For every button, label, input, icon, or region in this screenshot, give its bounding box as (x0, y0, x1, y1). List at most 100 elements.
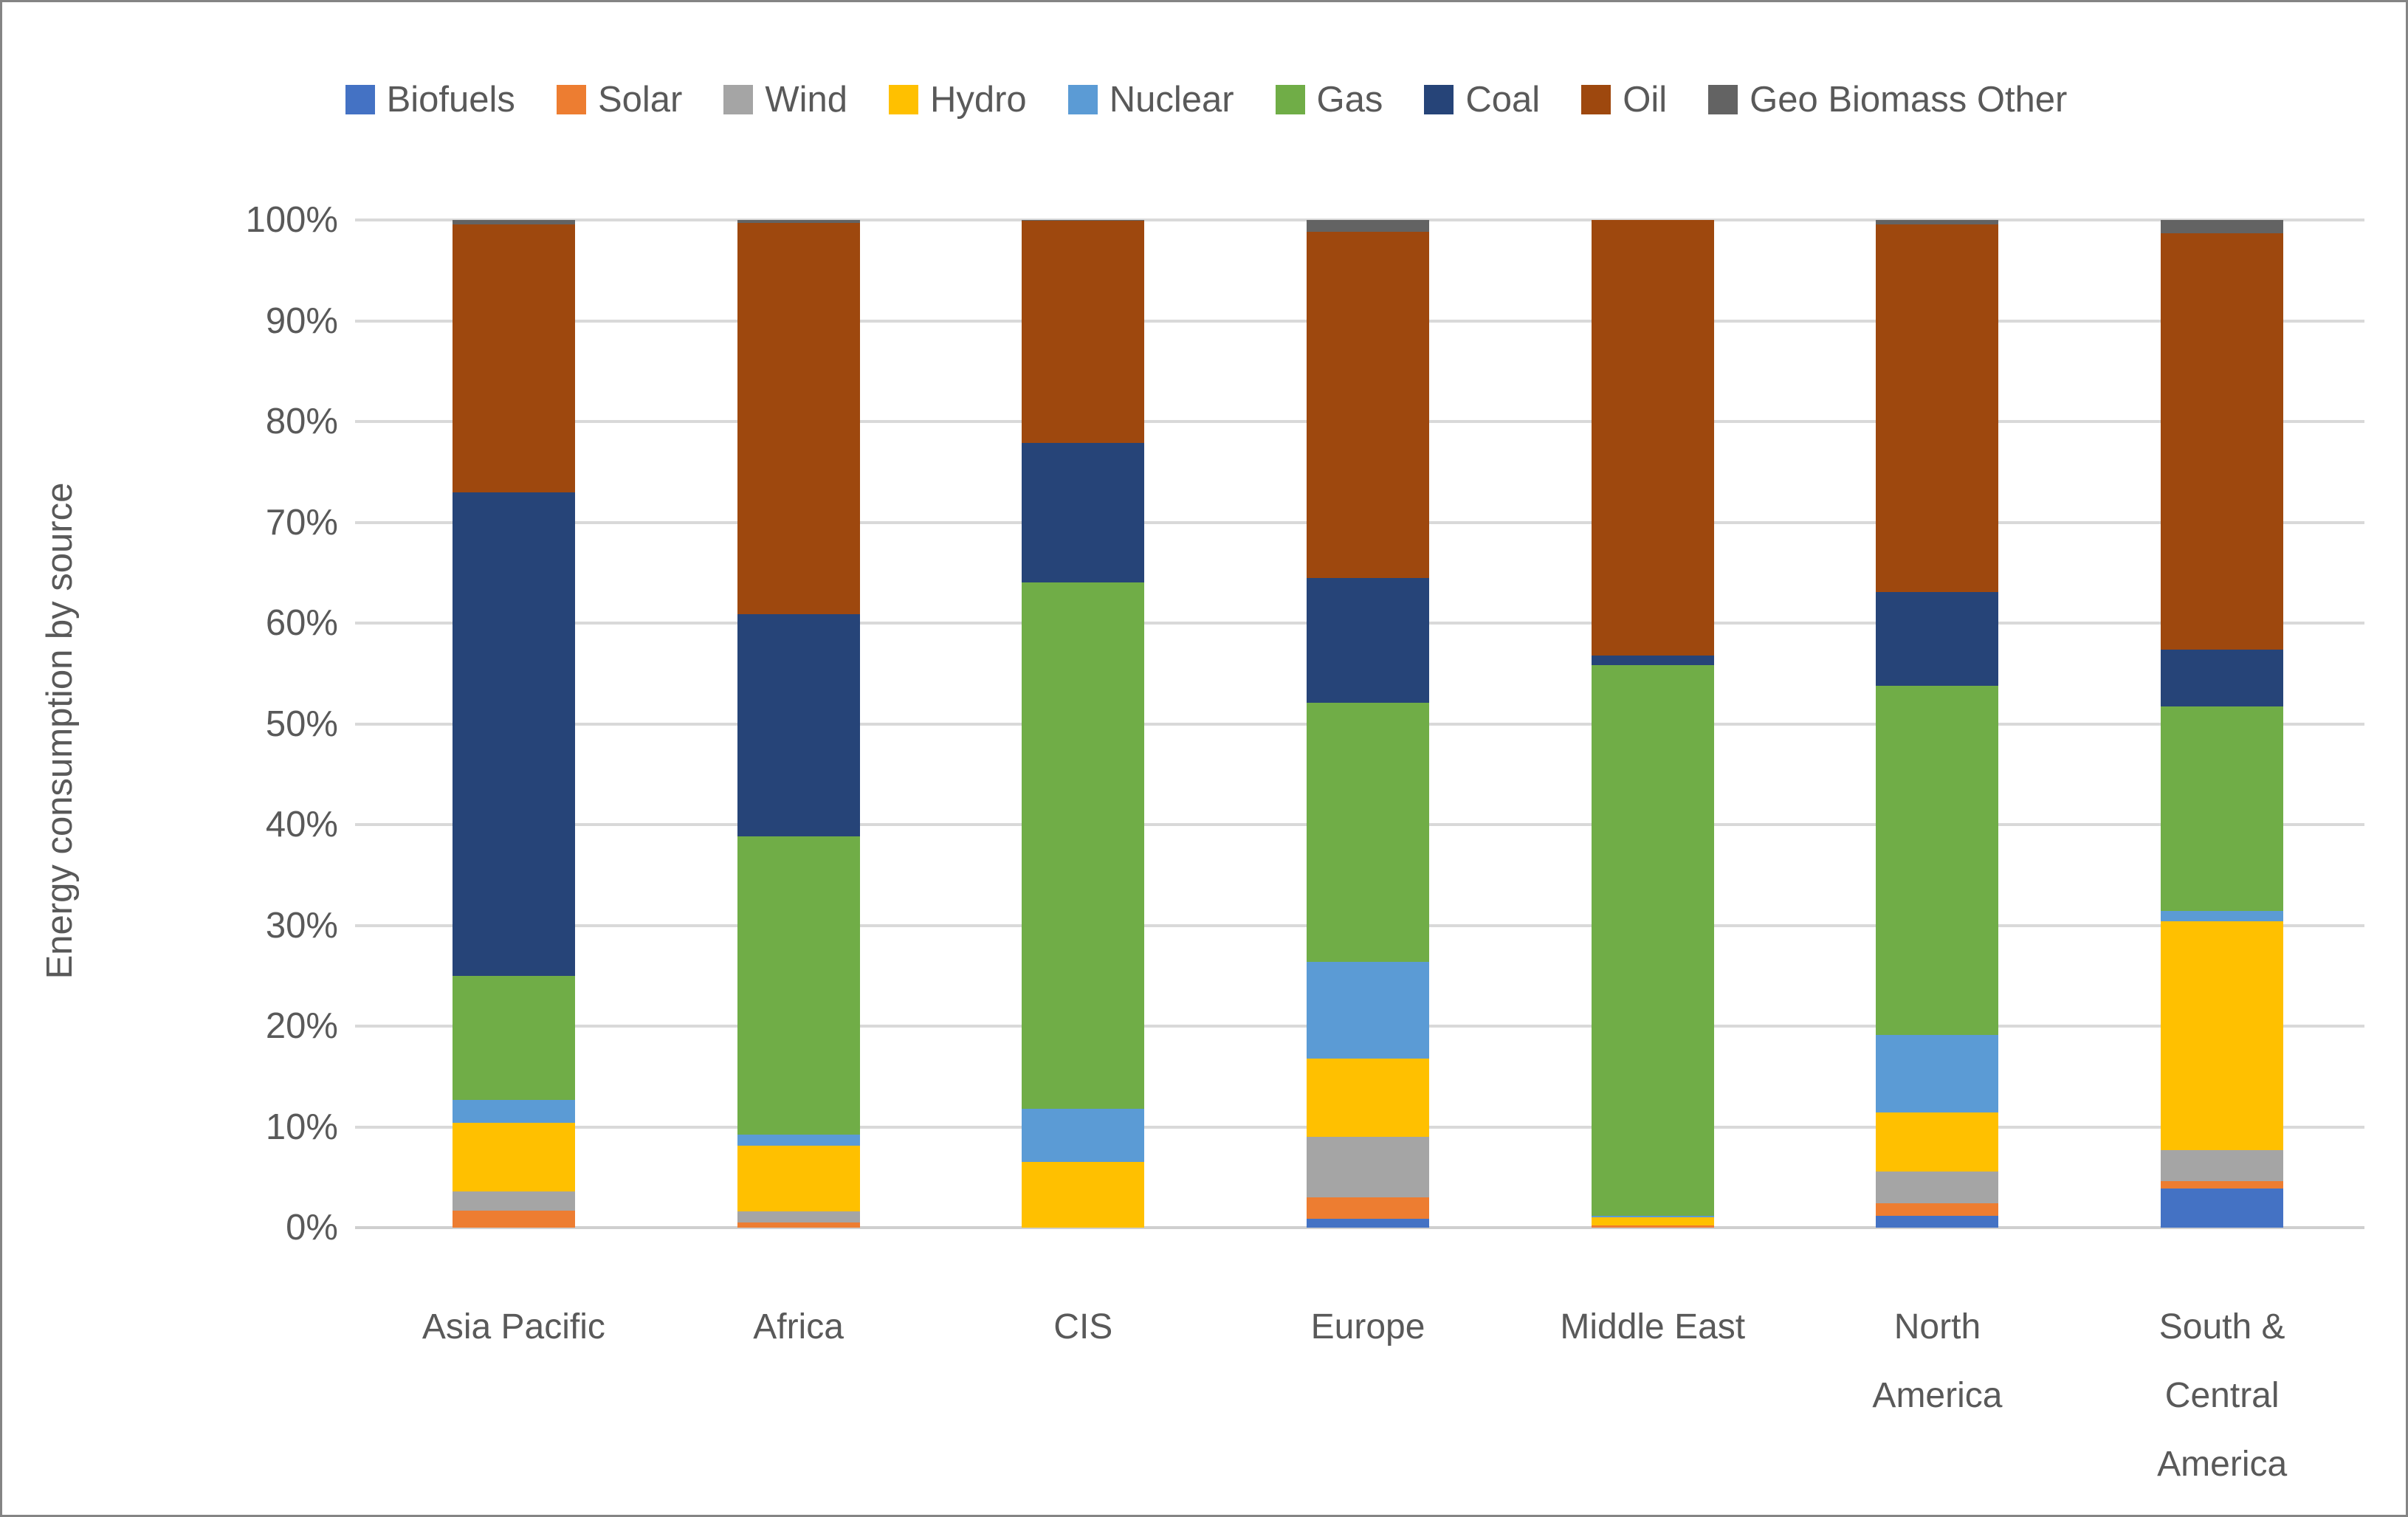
bar-stack (1591, 220, 1714, 1228)
x-category-label-line: America (1872, 1376, 2003, 1415)
x-category-label-line: North (1893, 1307, 1981, 1346)
x-category-label-middle-east: Middle East (1510, 1293, 1795, 1499)
bar-segment-geo-biomass-other (737, 220, 860, 224)
y-tick-label-50: 50% (265, 704, 338, 744)
bar-segment-wind (737, 1211, 860, 1223)
legend-item-gas: Gas (1275, 79, 1383, 120)
bar-segment-nuclear (1876, 1035, 1999, 1113)
legend-swatch-icon (556, 85, 586, 114)
bars-container (371, 220, 2364, 1228)
bar-stack (1876, 220, 1999, 1228)
bar-segment-oil (1591, 220, 1714, 656)
bar-segment-geo-biomass-other (2161, 220, 2284, 233)
bar-segment-coal (1022, 442, 1145, 583)
legend-label: Wind (765, 80, 847, 120)
bar-stack (737, 220, 860, 1228)
bar-segment-hydro (1876, 1112, 1999, 1172)
x-category-label-line: Middle East (1560, 1307, 1746, 1346)
x-axis-category-labels: Asia Pacific Africa CIS Europe Middle East No… (371, 1293, 2364, 1499)
legend-item-wind: Wind (723, 79, 847, 120)
legend-label: Coal (1465, 80, 1541, 120)
plot-area (355, 219, 2364, 1229)
bar-segment-biofuels (1307, 1218, 1430, 1228)
gridline-0 (355, 1226, 2364, 1229)
legend-swatch-icon (888, 85, 918, 114)
x-category-label-line: Africa (753, 1307, 844, 1346)
bar-segment-hydro (1591, 1217, 1714, 1226)
bar-segment-coal (737, 613, 860, 837)
bar-segment-oil (1022, 221, 1145, 443)
y-tick-label-20: 20% (265, 1006, 338, 1046)
bar-segment-coal (1591, 655, 1714, 666)
legend-swatch-icon (1275, 85, 1305, 114)
x-category-label-line: Europe (1310, 1307, 1425, 1346)
bar-segment-hydro (1307, 1058, 1430, 1138)
bar-segment-oil (2161, 233, 2284, 650)
bar-segment-coal (1876, 591, 1999, 686)
bar-column-europe (1225, 220, 1510, 1228)
legend-item-solar: Solar (556, 79, 682, 120)
bar-segment-nuclear (1307, 961, 1430, 1059)
y-tick-label-60: 60% (265, 603, 338, 643)
bar-column-africa (656, 220, 941, 1228)
bar-segment-nuclear (737, 1135, 860, 1146)
gridline-100 (355, 219, 2364, 221)
legend-label: Nuclear (1109, 80, 1234, 120)
bar-segment-gas (1307, 702, 1430, 962)
bar-segment-gas (737, 836, 860, 1135)
legend-item-coal: Coal (1424, 79, 1540, 120)
bar-segment-solar (452, 1210, 575, 1228)
legend-swatch-icon (723, 85, 754, 114)
y-tick-label-100: 100% (245, 200, 338, 240)
x-category-label-cis: CIS (940, 1293, 1225, 1499)
legend-item-geo-biomass-other: Geo Biomass Other (1708, 79, 2067, 120)
bar-segment-geo-biomass-other (1022, 220, 1145, 221)
x-category-label-south-central-america: South & Central America (2080, 1293, 2364, 1499)
bar-segment-gas (1876, 685, 1999, 1036)
bar-segment-solar (1591, 1225, 1714, 1228)
bar-segment-nuclear (1591, 1215, 1714, 1218)
legend-item-biofuels: Biofuels (345, 79, 515, 120)
bar-segment-solar (737, 1222, 860, 1228)
bar-segment-wind (1876, 1171, 1999, 1204)
legend-label: Biofuels (386, 80, 515, 120)
bar-segment-oil (452, 224, 575, 492)
bar-segment-solar (1307, 1197, 1430, 1219)
bar-segment-solar (2161, 1181, 2284, 1189)
x-category-label-line: Asia Pacific (422, 1307, 605, 1346)
y-tick-label-70: 70% (265, 502, 338, 543)
y-tick-label-90: 90% (265, 300, 338, 341)
y-tick-label-30: 30% (265, 905, 338, 946)
bar-column-south-central-america (2080, 220, 2364, 1228)
legend-swatch-icon (1581, 85, 1611, 114)
bar-segment-geo-biomass-other (1307, 220, 1430, 233)
bar-segment-geo-biomass-other (452, 220, 575, 224)
y-axis-tick-labels: 0% 10% 20% 30% 40% 50% 60% 70% 80% 90% 100% (2, 200, 338, 1248)
x-category-label-line: CIS (1053, 1307, 1113, 1346)
bar-stack (452, 220, 575, 1228)
legend-label: Geo Biomass Other (1750, 80, 2068, 120)
bar-column-asia-pacific (371, 220, 656, 1228)
bar-segment-hydro (452, 1123, 575, 1191)
x-category-label-north-america: North America (1795, 1293, 2080, 1499)
bar-segment-wind (1307, 1137, 1430, 1198)
bar-segment-hydro (2161, 921, 2284, 1150)
legend-label: Oil (1623, 80, 1668, 120)
chart-legend: Biofuels Solar Wind Hydro Nuclear Gas Coal Oil G… (2, 76, 2406, 123)
bar-segment-nuclear (2161, 911, 2284, 922)
legend-swatch-icon (1708, 85, 1738, 114)
bar-segment-wind (452, 1191, 575, 1211)
bar-column-middle-east (1510, 220, 1795, 1228)
legend-swatch-icon (345, 85, 375, 114)
bar-segment-hydro (1022, 1162, 1145, 1228)
bar-segment-gas (452, 975, 575, 1100)
x-category-label-line: Central (2164, 1376, 2280, 1415)
legend-swatch-icon (1424, 85, 1454, 114)
bar-segment-nuclear (452, 1099, 575, 1124)
legend-swatch-icon (1067, 85, 1098, 114)
bar-segment-geo-biomass-other (1876, 220, 1999, 224)
bar-segment-solar (1876, 1203, 1999, 1216)
bar-segment-biofuels (2161, 1188, 2284, 1228)
legend-item-oil: Oil (1581, 79, 1667, 120)
